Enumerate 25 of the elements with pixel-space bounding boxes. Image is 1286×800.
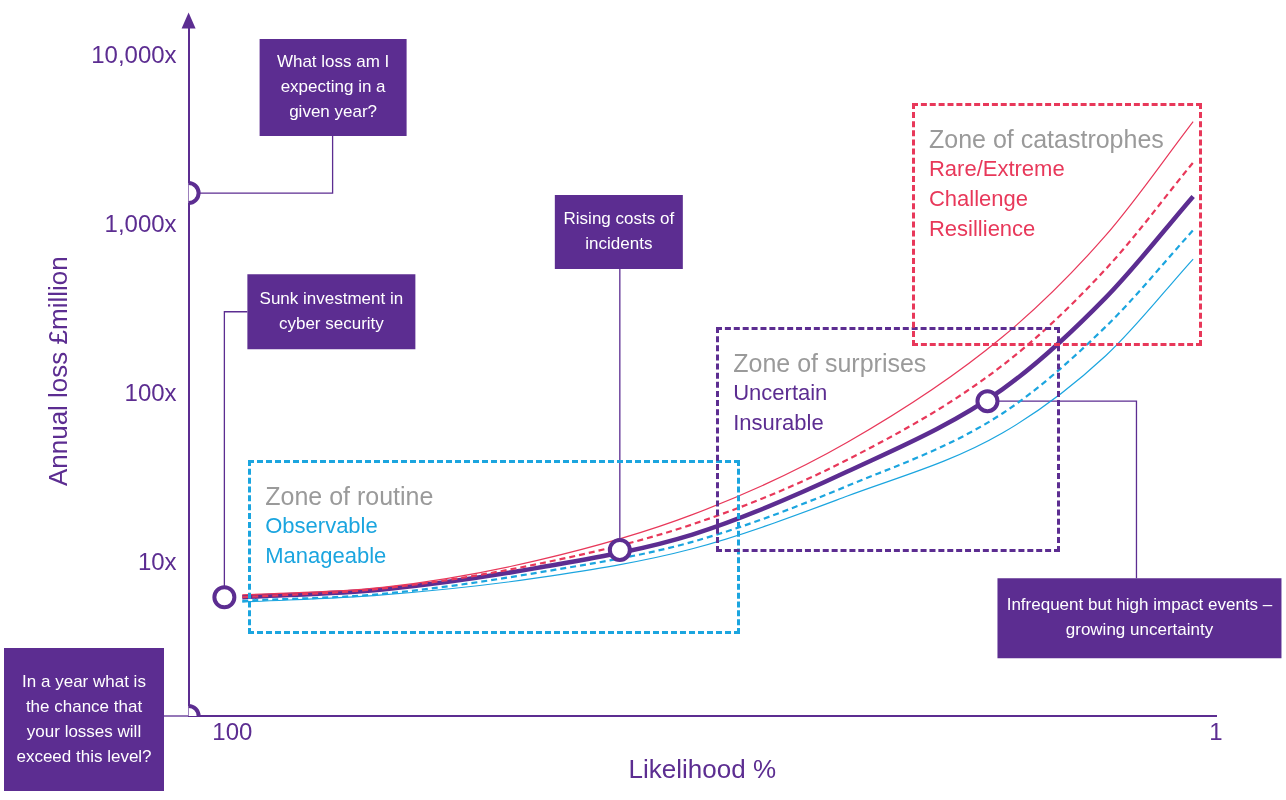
x-axis-title: Likelihood % <box>628 753 777 784</box>
y-axis-title: Annual loss £million <box>42 256 73 487</box>
annotation: Rising costs of incidents <box>563 209 675 254</box>
annotation: What loss am I expecting in a given year? <box>276 52 390 122</box>
annotation: Zone of catastrophes <box>928 123 1164 154</box>
x-tick-label: 100 <box>212 718 253 746</box>
annotation: In a year what is the chance that your losses will exceed this level? <box>16 671 152 766</box>
annotation: Challenge <box>928 184 1029 213</box>
y-tick-label: 10x <box>137 547 177 575</box>
y-tick-label: 1,000x <box>104 209 177 237</box>
y-tick-label: 10,000x <box>91 40 177 68</box>
annotation: Observable <box>265 512 378 541</box>
annotation: Zone of routine <box>265 481 434 512</box>
annotation: Infrequent but high impact events – growing uncertainty <box>1006 595 1273 640</box>
annotation: Manageable <box>265 542 387 571</box>
y-tick-label: 100x <box>124 378 177 406</box>
x-tick-label: 1 <box>1209 718 1223 746</box>
annotation: Insurable <box>733 408 824 437</box>
annotation: Uncertain <box>733 378 828 407</box>
annotation: Zone of surprises <box>733 347 927 378</box>
dashed-frame: Zone of routine Observable Manageable <box>248 460 741 635</box>
annotation: Rare/Extreme <box>928 154 1065 183</box>
annotation: Resillience <box>928 214 1036 243</box>
annotation: Sunk investment in cyber security <box>259 288 404 333</box>
dashed-frame: Zone of surprises Uncertain Insurable <box>716 326 1060 552</box>
